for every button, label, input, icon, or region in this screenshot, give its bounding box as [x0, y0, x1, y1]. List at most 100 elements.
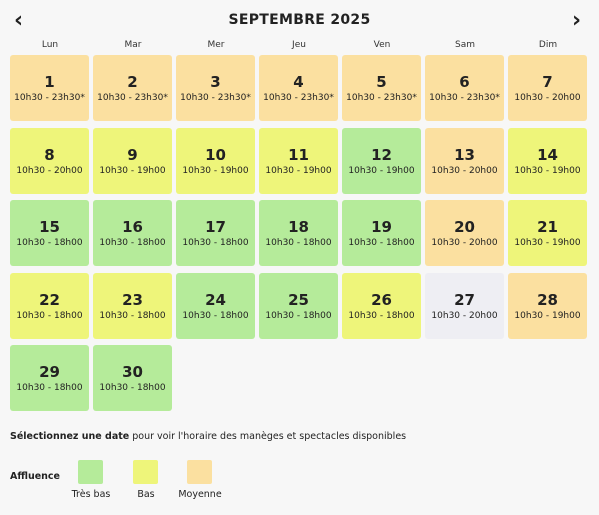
day-hours: 10h30 - 23h30* [346, 93, 417, 103]
day-hours: 10h30 - 20h00 [16, 165, 83, 176]
day-cell[interactable]: 30 10h30 - 18h00 [93, 345, 172, 411]
day-number: 26 [371, 290, 392, 309]
day-cell[interactable]: 24 10h30 - 18h00 [176, 272, 255, 339]
day-cell[interactable]: 29 10h30 - 18h00 [10, 345, 89, 411]
day-cell[interactable]: 13 10h30 - 20h00 [425, 127, 504, 194]
day-hours: 10h30 - 23h30* [263, 93, 334, 103]
day-hours: 10h30 - 18h00 [182, 310, 249, 321]
day-cell[interactable]: 9 10h30 - 19h00 [93, 127, 172, 194]
day-hours: 10h30 - 19h00 [265, 165, 332, 176]
day-number: 4 [293, 73, 304, 91]
day-hours: 10h30 - 18h00 [16, 310, 83, 321]
legend-label: Très bas [71, 489, 111, 500]
day-hours: 10h30 - 18h00 [99, 238, 166, 248]
day-number: 10 [205, 145, 226, 164]
day-cell[interactable]: 22 10h30 - 18h00 [10, 272, 89, 339]
day-number: 3 [210, 73, 221, 91]
weekday-label: Jeu [292, 40, 306, 50]
legend-label: Moyenne [178, 489, 222, 500]
day-cell[interactable]: 7 10h30 - 20h00 [508, 55, 587, 121]
weekday-label: Dim [538, 40, 558, 50]
prev-month[interactable]: ‹ [14, 8, 24, 33]
day-hours: 10h30 - 18h00 [16, 238, 83, 248]
day-hours: 10h30 - 18h00 [265, 310, 332, 321]
day-number: 7 [542, 73, 553, 91]
day-hours: 10h30 - 20h00 [431, 310, 498, 321]
day-number: 12 [371, 145, 392, 164]
day-hours: 10h30 - 23h30* [14, 93, 85, 103]
day-cell[interactable]: 26 10h30 - 18h00 [342, 272, 421, 339]
weekday-label: Sam [455, 40, 475, 50]
day-hours: 10h30 - 18h00 [99, 310, 166, 321]
day-hours: 10h30 - 18h00 [182, 238, 249, 248]
day-number: 16 [122, 218, 143, 236]
day-number: 11 [288, 145, 309, 164]
day-hours: 10h30 - 18h00 [16, 383, 83, 393]
day-cell[interactable]: 28 10h30 - 19h00 [508, 272, 587, 339]
day-hours: 10h30 - 23h30* [180, 93, 251, 103]
day-cell[interactable]: 11 10h30 - 19h00 [259, 127, 338, 194]
day-hours: 10h30 - 18h00 [348, 310, 415, 321]
day-number: 13 [454, 145, 475, 164]
day-number: 18 [288, 218, 309, 236]
day-number: 21 [537, 218, 558, 236]
day-cell[interactable]: 25 10h30 - 18h00 [259, 272, 338, 339]
day-number: 1 [44, 73, 55, 91]
day-cell[interactable]: 20 10h30 - 20h00 [425, 200, 504, 266]
day-cell[interactable]: 16 10h30 - 18h00 [93, 200, 172, 266]
day-hours: 10h30 - 23h30* [97, 93, 168, 103]
day-number: 2 [127, 73, 138, 91]
day-number: 6 [459, 73, 470, 91]
hint-bold: Sélectionnez une date [10, 431, 130, 442]
hint-text: pour voir l'horaire des manèges et spect… [129, 431, 407, 442]
day-cell[interactable]: 4 10h30 - 23h30* [259, 55, 338, 121]
day-hours: 10h30 - 19h00 [99, 165, 166, 176]
day-hours: 10h30 - 18h00 [348, 238, 415, 248]
day-hours: 10h30 - 19h00 [348, 165, 415, 176]
day-number: 15 [39, 218, 60, 236]
weekday-label: Mar [124, 40, 142, 50]
day-cell[interactable]: 2 10h30 - 23h30* [93, 55, 172, 121]
next-month[interactable]: › [572, 8, 582, 33]
day-number: 27 [454, 290, 475, 309]
day-cell[interactable]: 3 10h30 - 23h30* [176, 55, 255, 121]
day-cell[interactable]: 17 10h30 - 18h00 [176, 200, 255, 266]
day-number: 24 [205, 290, 226, 309]
day-number: 17 [205, 218, 226, 236]
day-number: 30 [122, 363, 143, 381]
day-cell[interactable]: 18 10h30 - 18h00 [259, 200, 338, 266]
day-cell[interactable]: 21 10h30 - 19h00 [508, 200, 587, 266]
day-cell[interactable]: 1 10h30 - 23h30* [10, 55, 89, 121]
day-cell[interactable]: 27 10h30 - 20h00 [425, 272, 504, 339]
legend-title: Affluence [10, 471, 61, 482]
legend-swatch [187, 460, 212, 484]
day-hours: 10h30 - 19h00 [514, 165, 581, 176]
day-cell[interactable]: 6 10h30 - 23h30* [425, 55, 504, 121]
day-hours: 10h30 - 20h00 [514, 93, 581, 103]
legend-label: Bas [137, 489, 155, 500]
day-cell[interactable]: 19 10h30 - 18h00 [342, 200, 421, 266]
day-number: 29 [39, 363, 60, 381]
month-title: SEPTEMBRE 2025 [228, 12, 371, 28]
day-cell[interactable]: 10 10h30 - 19h00 [176, 127, 255, 194]
day-number: 8 [44, 145, 55, 164]
day-number: 19 [371, 218, 392, 236]
day-hours: 10h30 - 23h30* [429, 93, 500, 103]
legend-swatch [133, 460, 158, 484]
day-hours: 10h30 - 18h00 [265, 238, 332, 248]
day-hours: 10h30 - 20h00 [431, 165, 498, 176]
day-cell[interactable]: 23 10h30 - 18h00 [93, 272, 172, 339]
day-cell[interactable]: 5 10h30 - 23h30* [342, 55, 421, 121]
day-hours: 10h30 - 19h00 [182, 165, 249, 176]
day-cell[interactable]: 12 10h30 - 19h00 [342, 127, 421, 194]
day-cell[interactable]: 14 10h30 - 19h00 [508, 127, 587, 194]
day-cell[interactable]: 8 10h30 - 20h00 [10, 127, 89, 194]
day-number: 14 [537, 145, 558, 164]
day-number: 5 [376, 73, 387, 91]
weekday-label: Ven [373, 40, 391, 50]
legend-swatch [78, 460, 103, 484]
day-number: 22 [39, 290, 60, 309]
day-hours: 10h30 - 19h00 [514, 238, 581, 248]
day-cell[interactable]: 15 10h30 - 18h00 [10, 200, 89, 266]
day-number: 20 [454, 218, 475, 236]
